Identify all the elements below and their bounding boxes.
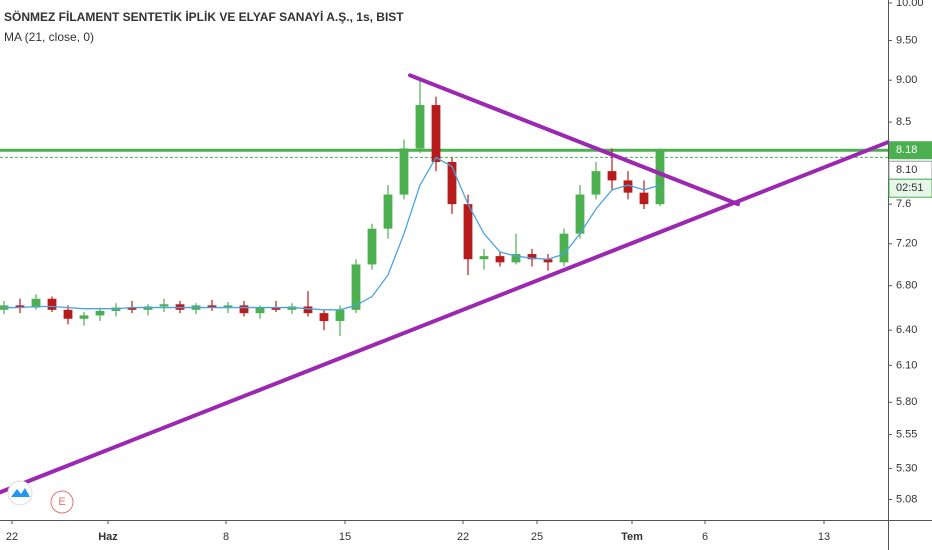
x-tick-label: Tem	[621, 531, 643, 543]
x-tick-label: 22	[6, 531, 18, 543]
candle-body	[127, 307, 137, 310]
x-tick-label: Haz	[98, 531, 118, 543]
candle-body	[239, 305, 249, 314]
candle-body	[335, 309, 345, 322]
candle-body	[495, 256, 505, 263]
prev-close-label: 8.10	[896, 164, 917, 176]
y-tick-label: 6.10	[896, 359, 917, 371]
candle-body	[367, 228, 377, 265]
candle-body	[655, 150, 665, 205]
y-tick-label: 10.00	[896, 0, 924, 9]
candle-body	[591, 171, 601, 195]
candle-body	[207, 305, 217, 308]
y-tick-label: 9.00	[896, 74, 917, 86]
candle-body	[47, 298, 57, 310]
trendline	[0, 140, 890, 495]
plot	[0, 73, 890, 495]
x-tick-label: 8	[223, 531, 229, 543]
trendline	[408, 73, 740, 207]
y-tick-label: 5.30	[896, 462, 917, 474]
candle-body	[639, 192, 649, 205]
candle-body	[95, 310, 105, 316]
candle-body	[15, 305, 25, 308]
x-tick-label: 25	[531, 531, 543, 543]
candle-body	[463, 204, 473, 260]
candle-body	[255, 307, 265, 314]
x-tick-label: 15	[339, 531, 351, 543]
candle-body	[63, 309, 73, 319]
y-tick-label: 6.40	[896, 324, 917, 336]
indicator-label: MA (21, close, 0)	[4, 30, 94, 44]
event-badge-label[interactable]: E	[58, 496, 65, 508]
candle-body	[527, 254, 537, 260]
ma-line	[4, 156, 661, 311]
y-tick-label: 5.80	[896, 396, 917, 408]
candle-body	[415, 105, 425, 149]
candle-body	[159, 304, 169, 307]
logo	[7, 480, 33, 506]
chart-title: SÖNMEZ FİLAMENT SENTETİK İPLİK VE ELYAF …	[4, 9, 404, 24]
candle-body	[223, 305, 233, 308]
y-tick-label: 6.80	[896, 280, 917, 292]
candle-body	[351, 264, 361, 310]
y-tick-label: 5.55	[896, 429, 917, 441]
x-tick-label: 22	[457, 531, 469, 543]
x-tick-label: 6	[702, 531, 708, 543]
x-tick-label: 13	[818, 531, 830, 543]
y-tick-label: 8.5	[896, 116, 911, 128]
candle-body	[575, 194, 585, 234]
candle-body	[607, 171, 617, 181]
candle-body	[479, 256, 489, 260]
y-tick-label: 5.08	[896, 493, 917, 505]
y-tick-label: 9.50	[896, 34, 917, 46]
candle-body	[431, 105, 441, 162]
candle-body	[319, 313, 329, 322]
candle-body	[399, 148, 409, 195]
y-tick-label: 7.6	[896, 198, 911, 210]
candle-body	[543, 259, 553, 263]
countdown-label: 02:51	[896, 182, 924, 194]
last-price-box	[889, 141, 932, 160]
candle-body	[271, 307, 281, 310]
candle-body	[79, 315, 89, 319]
candle-body	[303, 306, 313, 314]
candle-body	[623, 180, 633, 193]
candle-body	[559, 233, 569, 263]
countdown-box	[888, 178, 932, 198]
event-badge[interactable]	[50, 490, 74, 514]
candle-body	[447, 161, 457, 205]
last-price-label: 8.18	[896, 144, 917, 156]
candle-body	[383, 194, 393, 229]
candle-body	[511, 254, 521, 263]
candle-body	[31, 298, 41, 308]
y-tick-label: 7.20	[896, 238, 917, 250]
